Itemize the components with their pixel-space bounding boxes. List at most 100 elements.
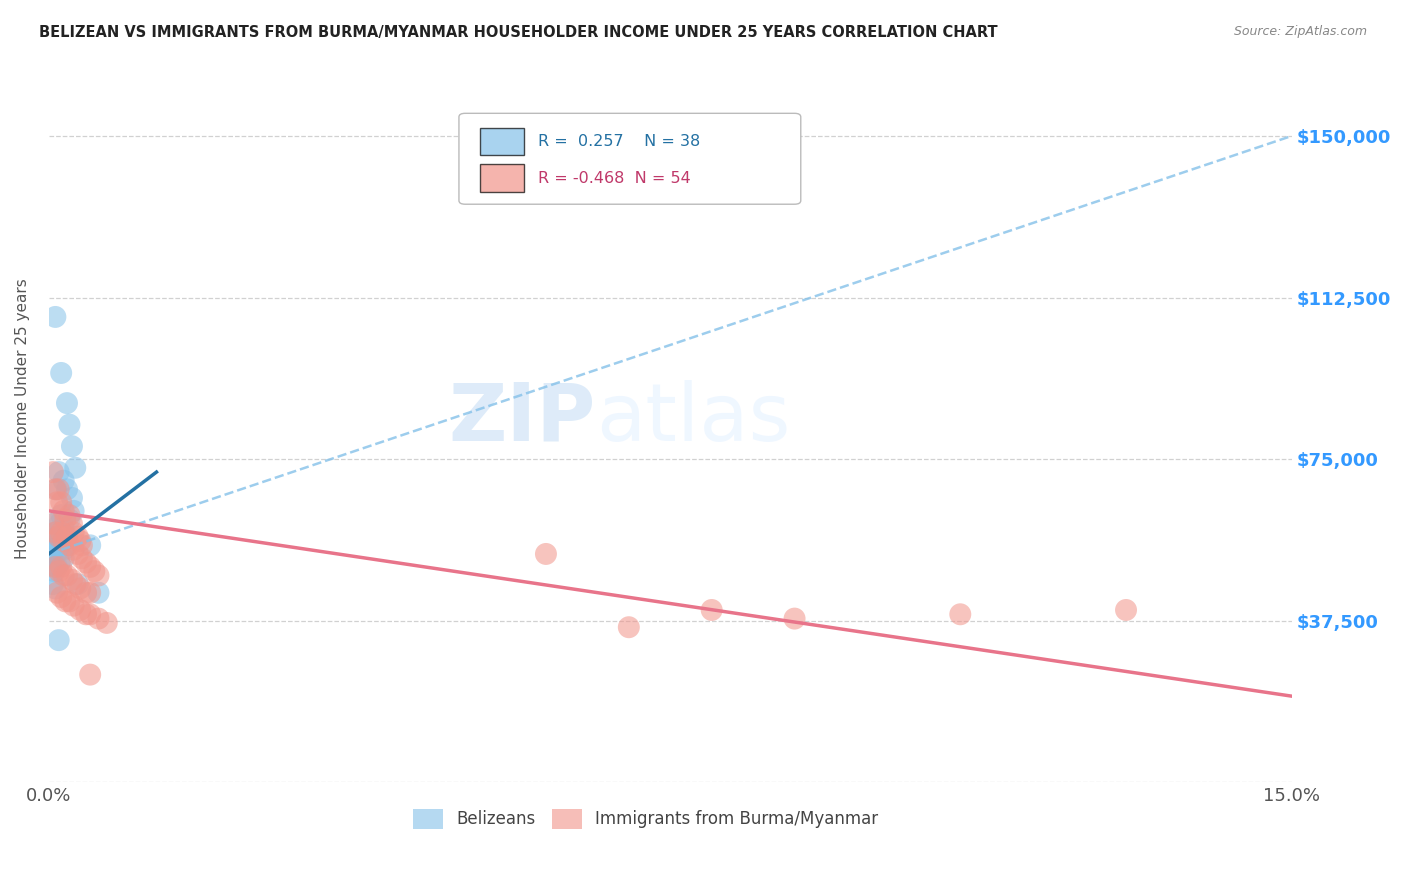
FancyBboxPatch shape <box>458 113 801 204</box>
Point <box>58 417 80 432</box>
Point <box>58 508 80 523</box>
Point <box>45 483 67 497</box>
Point <box>51 525 73 540</box>
Point <box>42 560 65 574</box>
Point <box>45 547 67 561</box>
Point <box>44 483 66 497</box>
Point <box>79 538 101 552</box>
Point <box>87 586 110 600</box>
Point <box>783 611 806 625</box>
Point <box>44 564 66 578</box>
Point <box>56 483 79 497</box>
Point <box>62 525 84 540</box>
Legend: Belizeans, Immigrants from Burma/Myanmar: Belizeans, Immigrants from Burma/Myanmar <box>406 802 884 836</box>
Point <box>44 525 66 540</box>
Point <box>51 534 73 549</box>
Point <box>51 590 73 604</box>
Point <box>87 568 110 582</box>
Point <box>44 310 66 324</box>
Point <box>44 560 66 574</box>
Point <box>79 607 101 622</box>
Point <box>56 396 79 410</box>
Point <box>53 530 76 544</box>
Point <box>51 560 73 574</box>
Point <box>42 577 65 591</box>
Point <box>70 538 93 552</box>
Point <box>87 611 110 625</box>
Point <box>1115 603 1137 617</box>
Point <box>69 603 91 617</box>
Point <box>48 556 70 570</box>
Point <box>65 460 87 475</box>
Point <box>52 551 75 566</box>
Point <box>60 491 83 505</box>
Point <box>60 573 83 587</box>
Point <box>66 577 89 591</box>
Point <box>51 495 73 509</box>
Point <box>42 516 65 531</box>
Y-axis label: Householder Income Under 25 years: Householder Income Under 25 years <box>15 278 30 559</box>
Point <box>70 551 93 566</box>
Text: atlas: atlas <box>596 380 790 458</box>
Point <box>534 547 557 561</box>
Point <box>56 538 79 552</box>
Point <box>48 465 70 479</box>
Point <box>46 530 69 544</box>
Point <box>58 594 80 608</box>
Text: R = -0.468  N = 54: R = -0.468 N = 54 <box>538 170 692 186</box>
Point <box>700 603 723 617</box>
Point <box>58 538 80 552</box>
Point <box>96 615 118 630</box>
Point <box>69 582 91 596</box>
Point <box>48 564 70 578</box>
Point <box>56 568 79 582</box>
Point <box>42 465 65 479</box>
Point <box>51 366 73 380</box>
Point <box>75 586 97 600</box>
Point <box>75 556 97 570</box>
Point <box>44 542 66 557</box>
FancyBboxPatch shape <box>479 164 523 192</box>
Point <box>52 504 75 518</box>
Point <box>42 516 65 531</box>
Point <box>617 620 640 634</box>
Point <box>62 599 84 613</box>
Point <box>48 516 70 531</box>
Point <box>52 474 75 488</box>
Point <box>83 564 105 578</box>
FancyBboxPatch shape <box>479 128 523 155</box>
Point <box>44 582 66 596</box>
Point <box>53 512 76 526</box>
Point <box>62 542 84 557</box>
Point <box>46 495 69 509</box>
Point <box>62 504 84 518</box>
Point <box>79 560 101 574</box>
Point <box>48 538 70 552</box>
Point <box>60 516 83 531</box>
Point <box>949 607 972 622</box>
Point <box>75 607 97 622</box>
Point <box>69 534 91 549</box>
Point <box>66 530 89 544</box>
Point <box>66 547 89 561</box>
Point <box>52 521 75 535</box>
Point <box>60 439 83 453</box>
Point <box>51 508 73 523</box>
Point <box>52 534 75 549</box>
Point <box>79 586 101 600</box>
Point <box>53 594 76 608</box>
Point <box>79 667 101 681</box>
Point <box>65 577 87 591</box>
Point <box>48 633 70 648</box>
Point <box>46 586 69 600</box>
Point <box>46 560 69 574</box>
Point <box>58 512 80 526</box>
Text: Source: ZipAtlas.com: Source: ZipAtlas.com <box>1233 25 1367 38</box>
Point <box>48 483 70 497</box>
Point <box>52 542 75 557</box>
Text: BELIZEAN VS IMMIGRANTS FROM BURMA/MYANMAR HOUSEHOLDER INCOME UNDER 25 YEARS CORR: BELIZEAN VS IMMIGRANTS FROM BURMA/MYANMA… <box>39 25 998 40</box>
Text: ZIP: ZIP <box>449 380 596 458</box>
Point <box>56 530 79 544</box>
Point <box>42 538 65 552</box>
Text: R =  0.257    N = 38: R = 0.257 N = 38 <box>538 134 700 149</box>
